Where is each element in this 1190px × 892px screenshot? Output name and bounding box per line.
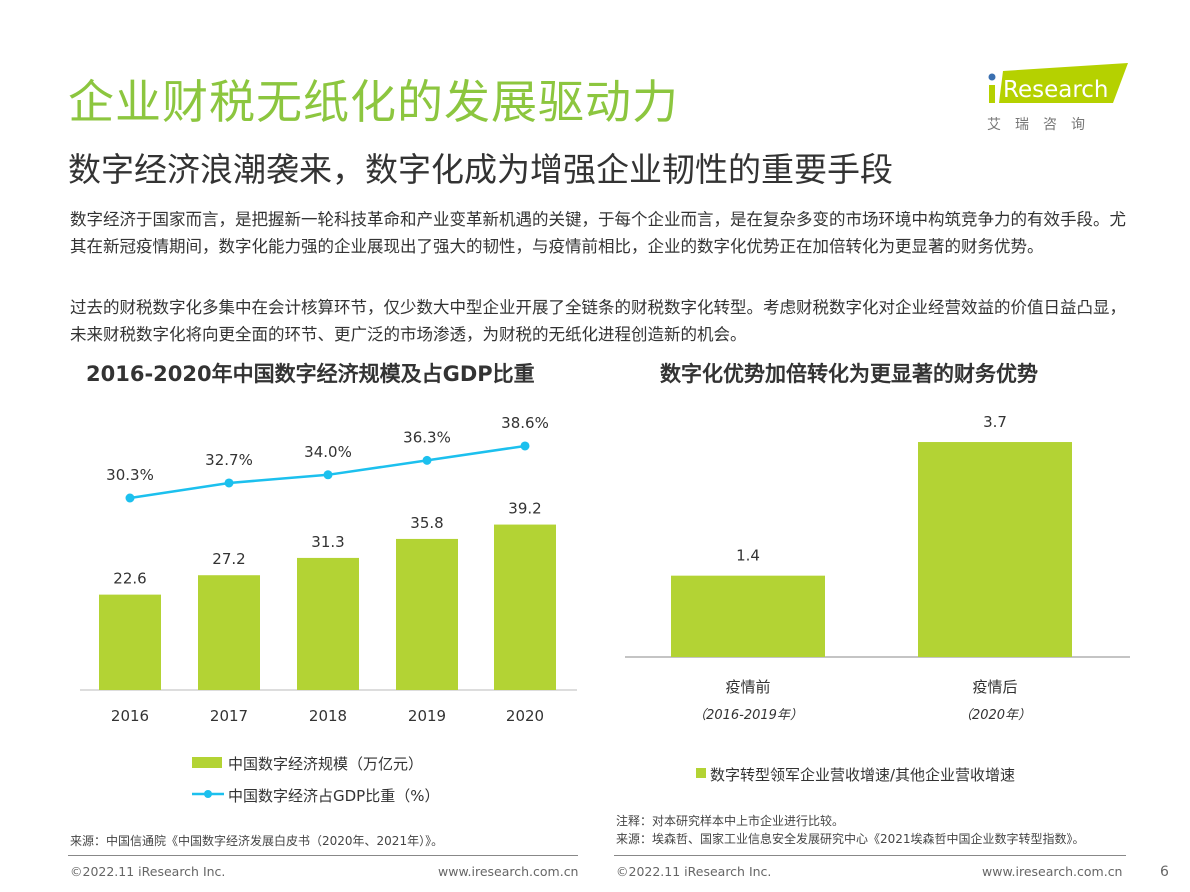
line-point — [323, 470, 333, 480]
line-label: 38.6% — [501, 414, 549, 432]
page-title: 企业财税无纸化的发展驱动力 — [68, 75, 679, 129]
page-subtitle: 数字经济浪潮袭来，数字化成为增强企业韧性的重要手段 — [68, 150, 893, 189]
x-tick-sublabel: （2020年） — [959, 707, 1031, 723]
left-source: 来源：中国信通院《中国数字经济发展白皮书（2020年、2021年）》。 — [70, 834, 444, 848]
bar-label: 31.3 — [311, 533, 344, 551]
line-label: 30.3% — [106, 466, 154, 484]
bar-label: 22.6 — [113, 570, 146, 588]
iresearch-logo: Research 艾瑞咨询 — [987, 63, 1128, 133]
footer-copyright-left: ©2022.11 iResearch Inc. — [70, 864, 226, 879]
bar-label: 1.4 — [736, 547, 760, 565]
line-point — [224, 478, 234, 488]
bar — [99, 594, 161, 690]
x-tick-label: 疫情后 — [972, 678, 1017, 696]
line-point — [422, 455, 432, 465]
legend-bar-swatch — [192, 757, 222, 768]
bar-label: 3.7 — [983, 413, 1007, 431]
paragraph-2: 过去的财税数字化多集中在会计核算环节，仅少数大中型企业开展了全链条的财税数字化转… — [70, 298, 1126, 344]
footer-divider-left — [68, 855, 578, 856]
bar — [198, 575, 260, 690]
bar — [671, 575, 825, 657]
line-point — [125, 493, 135, 503]
logo-banner — [999, 63, 1128, 103]
legend-line-label: 中国数字经济占GDP比重（%） — [228, 787, 440, 805]
x-tick-label: 疫情前 — [725, 678, 770, 696]
bar-label: 27.2 — [212, 550, 245, 568]
legend-swatch — [696, 768, 706, 778]
right-source: 来源：埃森哲、国家工业信息安全发展研究中心《2021埃森哲中国企业数字转型指数》… — [616, 832, 1085, 846]
line-label: 36.3% — [403, 428, 451, 446]
svg-text:艾瑞咨询: 艾瑞咨询 — [987, 117, 1099, 133]
line-label: 34.0% — [304, 443, 352, 461]
legend-line-swatch — [192, 790, 224, 798]
svg-text:Research: Research — [1003, 77, 1109, 103]
footer-divider-right — [614, 855, 1126, 856]
left-chart-title: 2016-2020年中国数字经济规模及占GDP比重 — [86, 362, 535, 386]
bar — [396, 538, 458, 690]
line-point — [520, 441, 530, 451]
x-tick-label: 2018 — [309, 707, 347, 725]
x-tick-label: 2016 — [111, 707, 149, 725]
right-note: 注释：对本研究样本中上市企业进行比较。 — [616, 814, 845, 828]
footer-url-left[interactable]: www.iresearch.com.cn — [438, 864, 579, 879]
x-tick-label: 2019 — [408, 707, 446, 725]
paragraph-1: 数字经济于国家而言，是把握新一轮科技革命和产业变革新机遇的关键，于每个企业而言，… — [70, 210, 1126, 256]
page-number: 6 — [1160, 864, 1169, 880]
x-tick-label: 2017 — [210, 707, 248, 725]
footer-copyright-right: ©2022.11 iResearch Inc. — [616, 864, 772, 879]
x-tick-label: 2020 — [506, 707, 544, 725]
bar — [918, 442, 1072, 657]
legend-label: 数字转型领军企业营收增速/其他企业营收增速 — [710, 766, 1016, 784]
footer-url-right[interactable]: www.iresearch.com.cn — [982, 864, 1123, 879]
line-label: 32.7% — [205, 451, 253, 469]
right-chart-title: 数字化优势加倍转化为更显著的财务优势 — [660, 362, 1038, 386]
bar — [494, 524, 556, 690]
legend-bar-label: 中国数字经济规模（万亿元） — [228, 755, 424, 773]
bar-label: 39.2 — [508, 500, 541, 518]
x-tick-sublabel: （2016-2019年） — [693, 707, 803, 723]
bar — [297, 557, 359, 690]
bar-label: 35.8 — [410, 514, 443, 532]
